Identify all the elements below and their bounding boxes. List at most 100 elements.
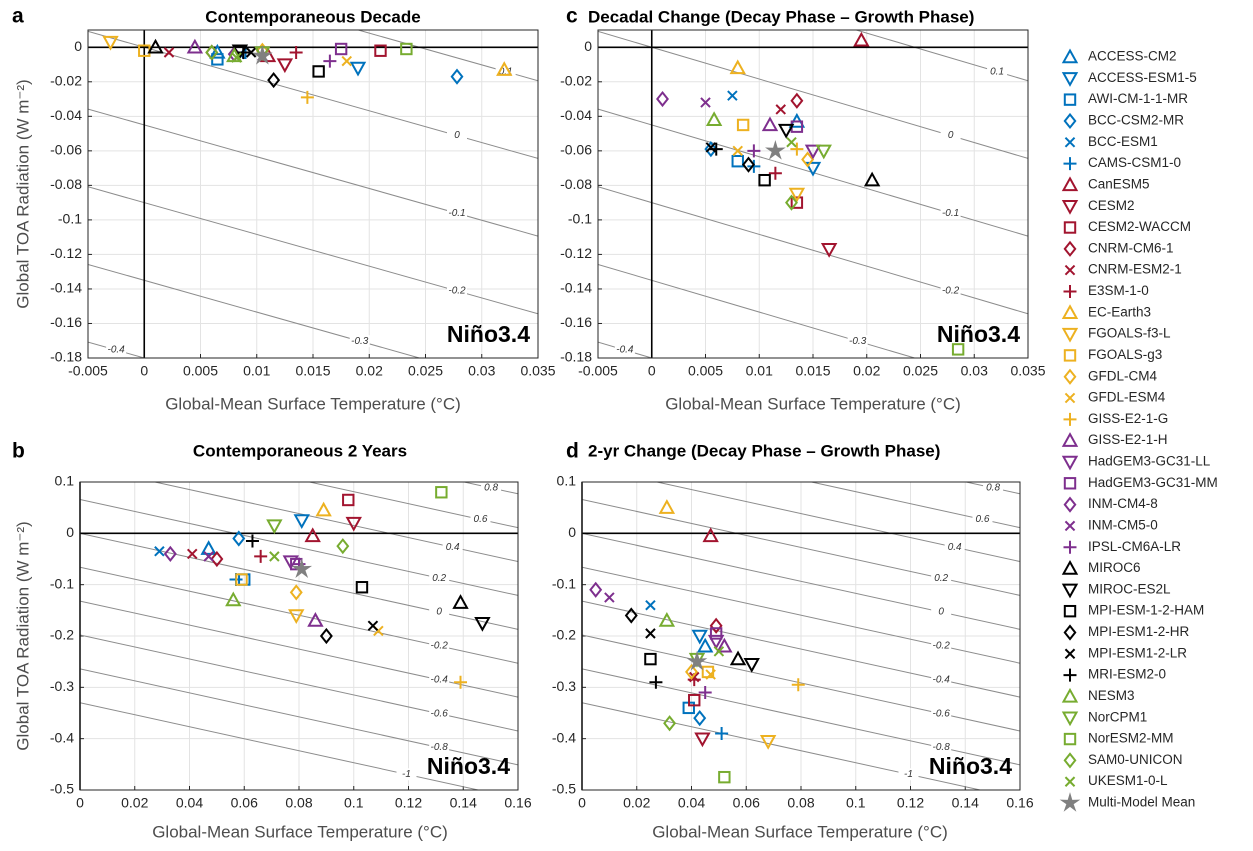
legend-label: Multi-Model Mean xyxy=(1088,795,1195,810)
contour-label: -0.4 xyxy=(431,674,449,685)
marker xyxy=(147,38,164,54)
legend-label: FGOALS-g3 xyxy=(1088,347,1162,362)
marker xyxy=(758,173,771,187)
legend-label: MIROC6 xyxy=(1088,560,1141,575)
x-tick-label: 0.06 xyxy=(231,795,258,811)
contour-label: -0.6 xyxy=(431,708,449,719)
y-tick-label: -0.08 xyxy=(50,176,82,192)
y-tick-label: -0.14 xyxy=(560,280,592,296)
legend-marker xyxy=(1064,648,1076,660)
contour-label-bg xyxy=(481,481,502,494)
x-tick-label: 0.04 xyxy=(678,795,705,811)
y-tick-label: -0.5 xyxy=(552,781,576,797)
contour-label-bg xyxy=(987,65,1008,78)
marker xyxy=(307,612,324,627)
marker xyxy=(729,59,746,75)
legend-label: MIROC-ES2L xyxy=(1088,581,1171,596)
contour-label-bg xyxy=(931,707,952,720)
contour-label: -1 xyxy=(904,769,913,780)
marker xyxy=(715,727,729,741)
legend-marker xyxy=(1061,559,1079,575)
y-tick-label: 0.1 xyxy=(557,473,577,489)
legend-label: ACCESS-ESM1-5 xyxy=(1088,70,1197,85)
legend-marker xyxy=(1064,776,1076,787)
contour-label-bg xyxy=(972,513,993,526)
legend-marker xyxy=(1061,48,1079,64)
marker xyxy=(266,519,283,535)
legend-label: EC-Earth3 xyxy=(1088,304,1151,319)
x-tick-label: 0.02 xyxy=(356,363,383,379)
legend-label: CanESM5 xyxy=(1088,176,1150,191)
marker xyxy=(454,675,468,689)
legend-label: BCC-ESM1 xyxy=(1088,134,1158,149)
x-tick-label: 0.015 xyxy=(295,363,330,379)
marker xyxy=(645,599,656,611)
x-tick-label: 0.02 xyxy=(623,795,650,811)
marker xyxy=(163,545,177,562)
marker xyxy=(718,770,731,784)
marker xyxy=(254,549,268,563)
y-tick-label: -0.18 xyxy=(50,349,82,365)
marker xyxy=(210,550,224,568)
marker xyxy=(694,732,711,748)
marker xyxy=(304,527,321,543)
marker xyxy=(236,45,250,59)
marker xyxy=(312,65,325,78)
contour-label: 0.6 xyxy=(474,514,488,525)
panel-label: a xyxy=(12,5,24,28)
x-tick-label: 0.1 xyxy=(846,795,866,811)
contour-label-bg xyxy=(931,639,952,652)
contour-label: -0.2 xyxy=(448,286,466,297)
contour-label: 0 xyxy=(454,130,460,141)
marker xyxy=(163,47,175,58)
contour-label-bg xyxy=(349,335,370,348)
x-axis-label: Global-Mean Surface Temperature (°C) xyxy=(652,822,948,841)
x-tick-label: 0.16 xyxy=(1006,795,1033,811)
contour-label: -0.2 xyxy=(942,286,960,297)
contour-label-bg xyxy=(429,606,450,619)
x-tick-label: 0.005 xyxy=(183,363,218,379)
marker xyxy=(323,54,337,68)
x-tick-label: 0.03 xyxy=(468,363,495,379)
contour-label: -0.4 xyxy=(108,345,126,356)
contour-label-bg xyxy=(106,344,127,357)
y-tick-label: 0 xyxy=(584,38,592,54)
y-tick-label: 0 xyxy=(66,524,74,540)
contour-label-bg xyxy=(931,673,952,686)
plot-frame xyxy=(87,29,539,359)
y-tick-label: -0.2 xyxy=(50,627,74,643)
points xyxy=(102,35,513,104)
contour-label: -0.2 xyxy=(933,641,951,652)
y-tick-label: -0.18 xyxy=(560,349,592,365)
marker xyxy=(801,151,815,168)
marker xyxy=(589,581,603,598)
legend-label: MRI-ESM2-0 xyxy=(1088,667,1166,682)
legend-label: CNRM-CM6-1 xyxy=(1088,240,1174,255)
marker xyxy=(768,166,782,180)
contour-label: 0.4 xyxy=(446,542,460,553)
x-tick-label: 0.14 xyxy=(450,795,477,811)
marker xyxy=(649,675,663,689)
marker xyxy=(761,116,779,132)
marker xyxy=(705,142,717,153)
x-tick-label: 0.005 xyxy=(688,363,723,379)
marker xyxy=(742,156,755,173)
marker xyxy=(702,527,719,543)
contour-label-bg xyxy=(944,541,965,554)
contour-label-bg xyxy=(470,513,491,526)
legend-marker xyxy=(1061,455,1079,471)
y-tick-label: -0.5 xyxy=(50,781,74,797)
marker xyxy=(336,538,350,555)
marker xyxy=(713,646,725,657)
points xyxy=(589,499,805,784)
x-tick-label: 0.04 xyxy=(176,795,203,811)
marker xyxy=(245,534,259,548)
legend-label: UKESM1-0-L xyxy=(1088,773,1168,788)
legend-marker xyxy=(1061,176,1079,192)
x-tick-label: 0 xyxy=(76,795,84,811)
legend-label: E3SM-1-0 xyxy=(1088,283,1149,298)
marker xyxy=(658,499,676,514)
marker xyxy=(225,591,242,607)
